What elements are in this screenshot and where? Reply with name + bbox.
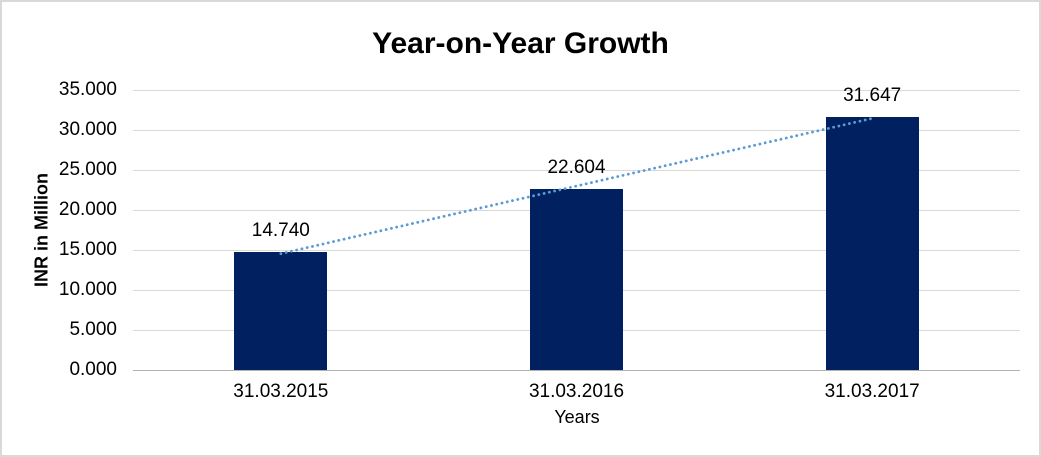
x-category-label: 31.03.2015 <box>233 381 329 402</box>
y-tick-label: 30.000 <box>58 119 117 140</box>
chart-title: Year-on-Year Growth <box>372 27 669 60</box>
y-tick-label: 10.000 <box>58 279 117 300</box>
bar-value-label: 31.647 <box>843 84 902 106</box>
x-axis-line <box>133 370 1020 371</box>
y-tick-label: 15.000 <box>58 239 117 260</box>
y-tick-label: 35.000 <box>58 79 117 100</box>
y-tick-label: 0.000 <box>69 359 117 380</box>
x-category-label: 31.03.2016 <box>528 381 625 402</box>
bar-value-label: 14.740 <box>251 220 310 242</box>
y-axis-title: INR in Million <box>31 173 52 287</box>
x-category-label: 31.03.2017 <box>824 381 920 402</box>
y-tick-label: 5.000 <box>69 319 117 340</box>
x-axis-title: Years <box>554 407 600 427</box>
bar-31.03.2015 <box>234 252 328 370</box>
bar-31.03.2016 <box>530 189 623 370</box>
y-tick-label: 25.000 <box>58 159 117 180</box>
bar-value-label: 22.604 <box>547 157 606 179</box>
y-tick-label: 20.000 <box>58 199 117 220</box>
bar-31.03.2017 <box>825 116 919 370</box>
gridline <box>133 90 1020 91</box>
